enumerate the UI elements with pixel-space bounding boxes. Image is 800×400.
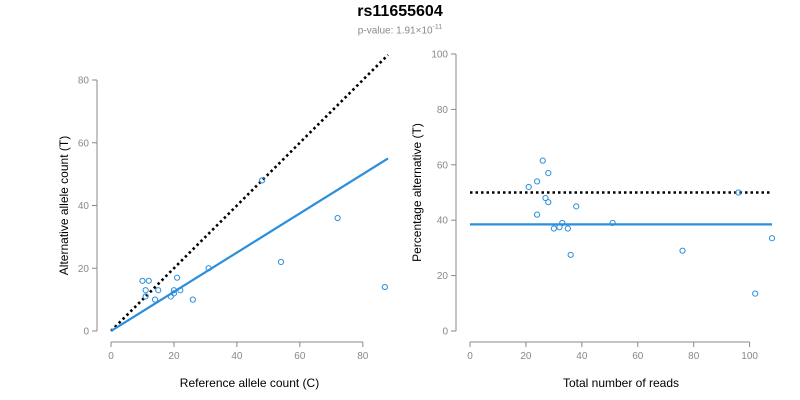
data-point [573, 203, 580, 210]
y-tick-label: 40 [78, 201, 90, 212]
subtitle-prefix: p-value: 1.91×10 [357, 25, 433, 37]
x-tick-label: 20 [520, 351, 532, 362]
chart-title: rs11655604 [357, 3, 443, 20]
chart-panel-left: 0 20 40 60 80 0 20 40 60 80 Reference allele count… [57, 53, 389, 390]
data-point [145, 277, 152, 284]
data-point [142, 293, 149, 300]
data-point [189, 296, 196, 303]
data-point [735, 189, 742, 196]
data-point [609, 219, 616, 227]
y-axis-title: Alternative allele count (T) [57, 136, 71, 275]
y-tick-label: 100 [431, 50, 448, 61]
y-axis-title: Percentage alternative (T) [410, 123, 424, 262]
data-point [752, 290, 759, 297]
x-tick-label: 0 [108, 351, 114, 362]
fit-line [110, 157, 389, 332]
data-point [170, 287, 178, 294]
data-point [542, 194, 549, 202]
data-point [545, 170, 552, 177]
y-tick-label: 20 [78, 264, 90, 275]
y-tick-label: 20 [437, 271, 449, 282]
data-point [170, 290, 178, 297]
data-point [768, 235, 776, 242]
x-tick-label: 20 [168, 351, 180, 362]
y-tick-label: 40 [437, 216, 449, 227]
data-point [167, 293, 174, 300]
y-tick-label: 80 [437, 105, 449, 116]
data-point [334, 214, 341, 222]
data-point [545, 199, 552, 206]
chart-subtitle: p-value: 1.91×10-11 [0, 24, 800, 36]
data-point [679, 247, 686, 254]
chart-panel-right: 0 20 40 60 80 100 0 20 40 60 80 100 Total number of … [410, 50, 776, 390]
x-tick-label: 100 [741, 351, 758, 362]
data-point [559, 219, 566, 227]
reference-line [110, 53, 389, 332]
data-point [539, 157, 546, 164]
x-axis-title: Total number of reads [563, 376, 679, 390]
x-axis-title: Reference allele count (C) [180, 376, 319, 390]
data-point [151, 296, 159, 303]
data-point [142, 287, 149, 294]
data-point [177, 287, 184, 294]
y-tick-label: 60 [437, 160, 449, 171]
data-point [556, 224, 563, 231]
y-tick-label: 0 [83, 327, 89, 338]
data-point [534, 178, 541, 185]
x-tick-label: 80 [688, 351, 700, 362]
data-point [205, 265, 212, 272]
y-tick-label: 80 [78, 76, 90, 87]
subtitle-exponent: -11 [432, 24, 443, 31]
x-tick-label: 0 [467, 351, 473, 362]
x-tick-label: 80 [357, 351, 369, 362]
y-tick-label: 60 [78, 138, 90, 149]
x-tick-label: 60 [632, 351, 644, 362]
data-point [381, 283, 388, 291]
data-point [567, 251, 574, 258]
data-point [174, 274, 181, 281]
x-tick-label: 40 [576, 351, 588, 362]
data-point [277, 258, 285, 266]
data-point [139, 277, 146, 284]
data-point [550, 225, 557, 232]
x-tick-label: 60 [294, 351, 306, 362]
data-point [564, 225, 571, 232]
data-point [534, 211, 541, 218]
x-tick-label: 40 [231, 351, 243, 362]
data-point [155, 287, 162, 294]
data-point [525, 183, 532, 191]
y-tick-label: 0 [442, 327, 448, 338]
data-point [258, 177, 266, 184]
